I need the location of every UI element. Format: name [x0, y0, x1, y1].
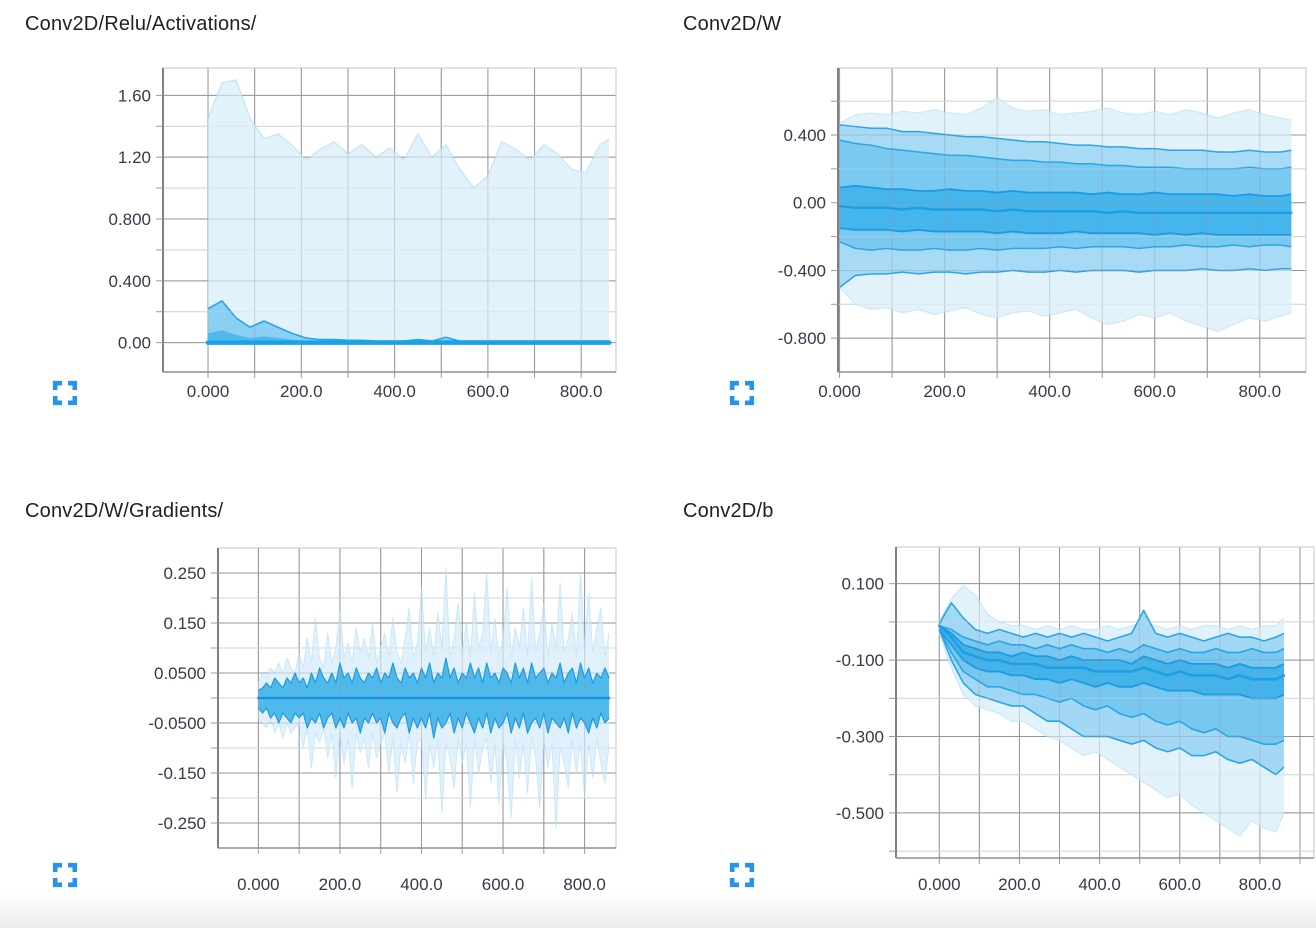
svg-text:400.0: 400.0 [400, 875, 443, 894]
svg-text:600.0: 600.0 [482, 875, 525, 894]
svg-text:600.0: 600.0 [1133, 382, 1176, 401]
svg-text:-0.300: -0.300 [836, 728, 884, 747]
svg-text:0.800: 0.800 [108, 210, 151, 229]
expand-chart-button[interactable] [729, 862, 755, 888]
chart-card-activations: 0.00 0.400 0.800 1.20 1.60 0.000 200.0 400.0 600… [0, 0, 658, 464]
svg-text:0.000: 0.000 [187, 382, 230, 401]
svg-text:0.100: 0.100 [841, 575, 884, 594]
svg-text:400.0: 400.0 [1028, 382, 1071, 401]
svg-text:0.0500: 0.0500 [154, 664, 206, 683]
fullscreen-icon [729, 862, 755, 888]
expand-chart-button[interactable] [52, 380, 78, 406]
svg-text:200.0: 200.0 [923, 382, 966, 401]
svg-text:400.0: 400.0 [1078, 875, 1121, 894]
svg-text:200.0: 200.0 [319, 875, 362, 894]
svg-text:1.20: 1.20 [118, 148, 151, 167]
chart-card-bias: 0.100 -0.100 -0.300 -0.500 0.000 200.0 400.0 60… [658, 464, 1316, 928]
svg-text:0.250: 0.250 [163, 564, 206, 583]
chart-title: Conv2D/b [683, 500, 774, 522]
chart-title: Conv2D/W/Gradients/ [25, 500, 224, 522]
expand-chart-button[interactable] [52, 862, 78, 888]
svg-text:-0.800: -0.800 [778, 329, 826, 348]
svg-text:-0.0500: -0.0500 [148, 714, 206, 733]
svg-text:0.400: 0.400 [783, 126, 826, 145]
distribution-chart-canvas: 0.400 0.00 -0.400 -0.800 0.000 200.0 400.0 600.… [778, 67, 1307, 401]
svg-text:0.400: 0.400 [108, 272, 151, 291]
svg-text:-0.100: -0.100 [836, 651, 884, 670]
svg-text:200.0: 200.0 [998, 875, 1041, 894]
svg-text:200.0: 200.0 [280, 382, 323, 401]
distribution-chart-canvas: 0.250 0.150 0.0500 -0.0500 -0.150 -0.250 0.000… [148, 547, 617, 894]
svg-text:600.0: 600.0 [467, 382, 510, 401]
svg-text:800.0: 800.0 [560, 382, 603, 401]
svg-text:800.0: 800.0 [563, 875, 606, 894]
fullscreen-icon [52, 862, 78, 888]
fullscreen-icon [729, 380, 755, 406]
expand-chart-button[interactable] [729, 380, 755, 406]
svg-text:800.0: 800.0 [1239, 382, 1282, 401]
svg-text:-0.150: -0.150 [158, 764, 206, 783]
chart-title: Conv2D/W [683, 13, 782, 35]
fullscreen-icon [52, 380, 78, 406]
svg-text:0.000: 0.000 [818, 382, 861, 401]
chart-title: Conv2D/Relu/Activations/ [25, 13, 257, 35]
svg-text:0.150: 0.150 [163, 614, 206, 633]
svg-text:-0.250: -0.250 [158, 814, 206, 833]
svg-text:400.0: 400.0 [373, 382, 416, 401]
svg-text:800.0: 800.0 [1239, 875, 1282, 894]
distribution-chart-canvas: 0.00 0.400 0.800 1.20 1.60 0.000 200.0 400.0 600… [108, 67, 617, 401]
svg-text:-0.500: -0.500 [836, 804, 884, 823]
svg-text:0.00: 0.00 [793, 194, 826, 213]
svg-text:600.0: 600.0 [1158, 875, 1201, 894]
chart-card-weights: 0.400 0.00 -0.400 -0.800 0.000 200.0 400.0 600.… [658, 0, 1316, 464]
svg-text:1.60: 1.60 [118, 86, 151, 105]
svg-text:-0.400: -0.400 [778, 261, 826, 280]
svg-text:0.000: 0.000 [918, 875, 961, 894]
svg-text:0.00: 0.00 [118, 334, 151, 353]
distribution-chart-canvas: 0.100 -0.100 -0.300 -0.500 0.000 200.0 400.0 60… [836, 546, 1315, 894]
svg-text:0.000: 0.000 [237, 875, 280, 894]
chart-card-gradients: 0.250 0.150 0.0500 -0.0500 -0.150 -0.250 0.000… [0, 464, 658, 928]
